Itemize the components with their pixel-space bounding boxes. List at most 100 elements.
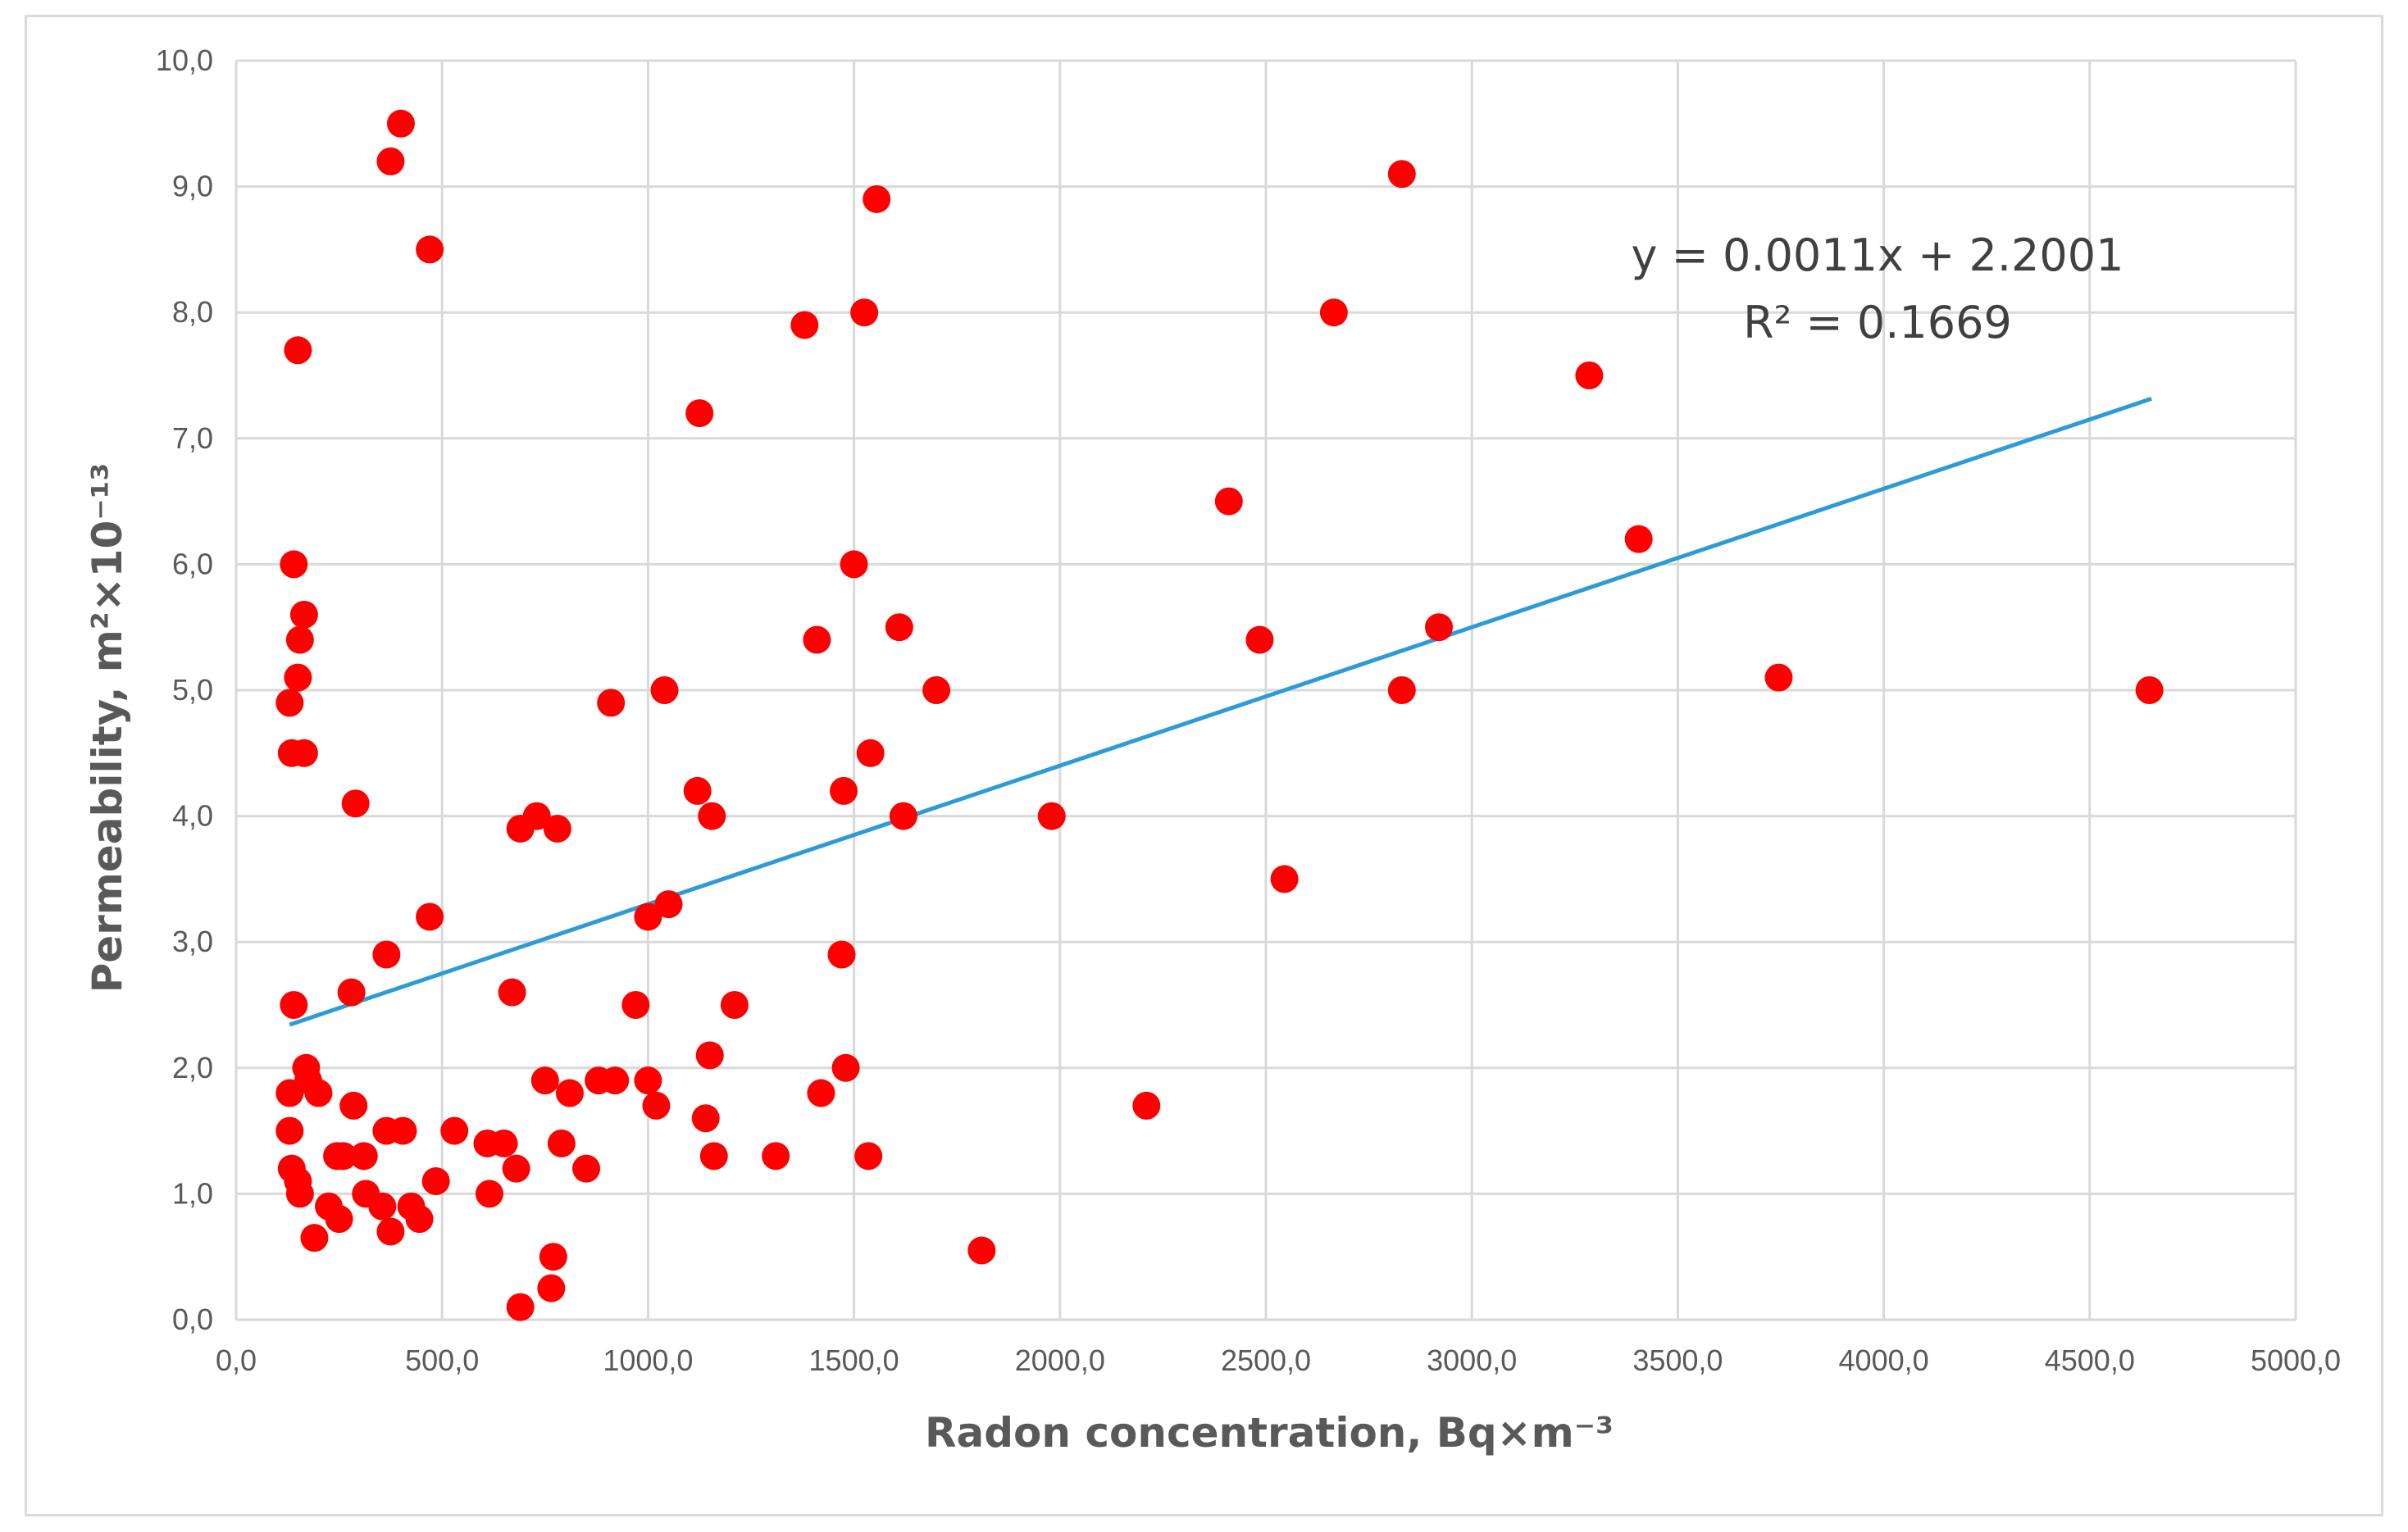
y-tick-label: 1,0 bbox=[172, 1176, 213, 1210]
data-point bbox=[1575, 361, 1604, 389]
y-axis-title: Permeability, m²×10⁻¹³ bbox=[84, 463, 131, 993]
data-point bbox=[376, 147, 405, 175]
data-point bbox=[289, 739, 318, 767]
data-point bbox=[807, 1079, 835, 1107]
data-point bbox=[572, 1154, 601, 1183]
x-tick-label: 500,0 bbox=[405, 1343, 479, 1377]
data-point bbox=[889, 802, 917, 830]
data-point bbox=[489, 1129, 518, 1157]
trendline bbox=[289, 397, 2152, 1027]
data-point bbox=[699, 1142, 728, 1171]
data-point bbox=[304, 1079, 333, 1107]
data-point bbox=[803, 625, 831, 654]
data-point bbox=[1425, 613, 1454, 642]
data-point bbox=[539, 1243, 567, 1271]
y-tick-label: 0,0 bbox=[172, 1302, 213, 1336]
x-tick-label: 4000,0 bbox=[1839, 1343, 1929, 1377]
data-point bbox=[850, 298, 879, 327]
data-point bbox=[601, 1066, 630, 1095]
y-tick-label: 7,0 bbox=[172, 421, 213, 455]
data-point bbox=[325, 1205, 353, 1234]
data-point bbox=[840, 550, 868, 579]
data-point bbox=[339, 1091, 368, 1120]
data-point bbox=[1037, 802, 1066, 830]
data-point bbox=[416, 902, 444, 931]
data-point bbox=[543, 814, 571, 843]
x-tick-label: 2000,0 bbox=[1015, 1343, 1105, 1377]
data-point bbox=[634, 902, 662, 931]
data-point bbox=[555, 1079, 584, 1107]
y-axis-ticks: 0,0 1,0 2,0 3,0 4,0 5,0 6,0 7,0 8,0 9,0 10,0 bbox=[156, 43, 213, 1336]
x-tick-label: 3500,0 bbox=[1632, 1343, 1723, 1377]
data-point bbox=[1245, 625, 1274, 654]
data-point bbox=[475, 1180, 503, 1208]
data-point bbox=[440, 1116, 469, 1145]
data-point bbox=[284, 336, 312, 365]
data-point bbox=[285, 1180, 314, 1208]
x-tick-label: 1500,0 bbox=[809, 1343, 899, 1377]
data-point bbox=[695, 1041, 724, 1070]
data-point bbox=[280, 550, 308, 579]
data-point bbox=[285, 625, 314, 654]
data-point bbox=[1270, 865, 1299, 893]
y-tick-label: 5,0 bbox=[172, 673, 213, 707]
data-point bbox=[547, 1129, 576, 1157]
data-point bbox=[1387, 160, 1416, 189]
data-point bbox=[502, 1154, 530, 1183]
data-point bbox=[762, 1142, 790, 1171]
data-point bbox=[790, 311, 819, 339]
data-point bbox=[280, 991, 308, 1019]
data-point bbox=[284, 663, 312, 692]
data-point bbox=[698, 802, 726, 830]
data-point bbox=[1319, 298, 1348, 327]
data-point bbox=[537, 1274, 566, 1302]
x-tick-label: 4500,0 bbox=[2045, 1343, 2135, 1377]
x-tick-label: 2500,0 bbox=[1221, 1343, 1311, 1377]
data-point bbox=[2135, 676, 2164, 704]
data-point bbox=[506, 1293, 535, 1321]
data-point bbox=[642, 1091, 671, 1120]
data-point bbox=[597, 689, 626, 717]
data-point bbox=[522, 802, 551, 830]
trendline-equation: y = 0.0011x + 2.2001 bbox=[1632, 230, 2124, 281]
data-point bbox=[1764, 663, 1793, 692]
data-point bbox=[720, 991, 749, 1019]
data-point bbox=[854, 1142, 883, 1171]
data-point bbox=[863, 184, 891, 213]
data-point bbox=[827, 940, 856, 969]
data-point bbox=[349, 1142, 378, 1171]
x-tick-label: 3000,0 bbox=[1427, 1343, 1517, 1377]
x-axis-ticks: 0,0 500,0 1000,0 1500,0 2000,0 2500,0 3000,0 35… bbox=[216, 1343, 2341, 1377]
y-tick-label: 10,0 bbox=[156, 43, 213, 77]
data-point bbox=[300, 1224, 329, 1252]
data-point bbox=[691, 1104, 720, 1133]
data-point bbox=[372, 940, 401, 969]
y-tick-label: 3,0 bbox=[172, 925, 213, 958]
data-point bbox=[831, 1053, 860, 1082]
trendline-r-squared: R² = 0.1669 bbox=[1743, 297, 2012, 348]
data-point bbox=[386, 109, 415, 138]
data-point bbox=[885, 613, 913, 642]
data-point bbox=[530, 1066, 559, 1095]
data-point bbox=[421, 1167, 450, 1196]
data-point bbox=[389, 1116, 417, 1145]
data-point bbox=[967, 1236, 996, 1265]
data-point bbox=[1132, 1091, 1161, 1120]
gridlines bbox=[234, 59, 2297, 1321]
data-point bbox=[856, 739, 885, 767]
data-point bbox=[922, 676, 951, 704]
data-point bbox=[368, 1192, 397, 1221]
data-point bbox=[654, 890, 683, 919]
data-points bbox=[275, 109, 2164, 1321]
data-point bbox=[621, 991, 650, 1019]
data-point bbox=[376, 1217, 405, 1246]
data-point bbox=[329, 1142, 357, 1171]
x-axis-title: Radon concentration, Bq×m⁻³ bbox=[925, 1409, 1614, 1457]
data-point bbox=[685, 399, 714, 428]
data-point bbox=[650, 676, 679, 704]
y-tick-label: 4,0 bbox=[172, 799, 213, 833]
chart-frame bbox=[25, 15, 2383, 1516]
data-point bbox=[275, 1079, 304, 1107]
y-tick-label: 9,0 bbox=[172, 170, 213, 203]
